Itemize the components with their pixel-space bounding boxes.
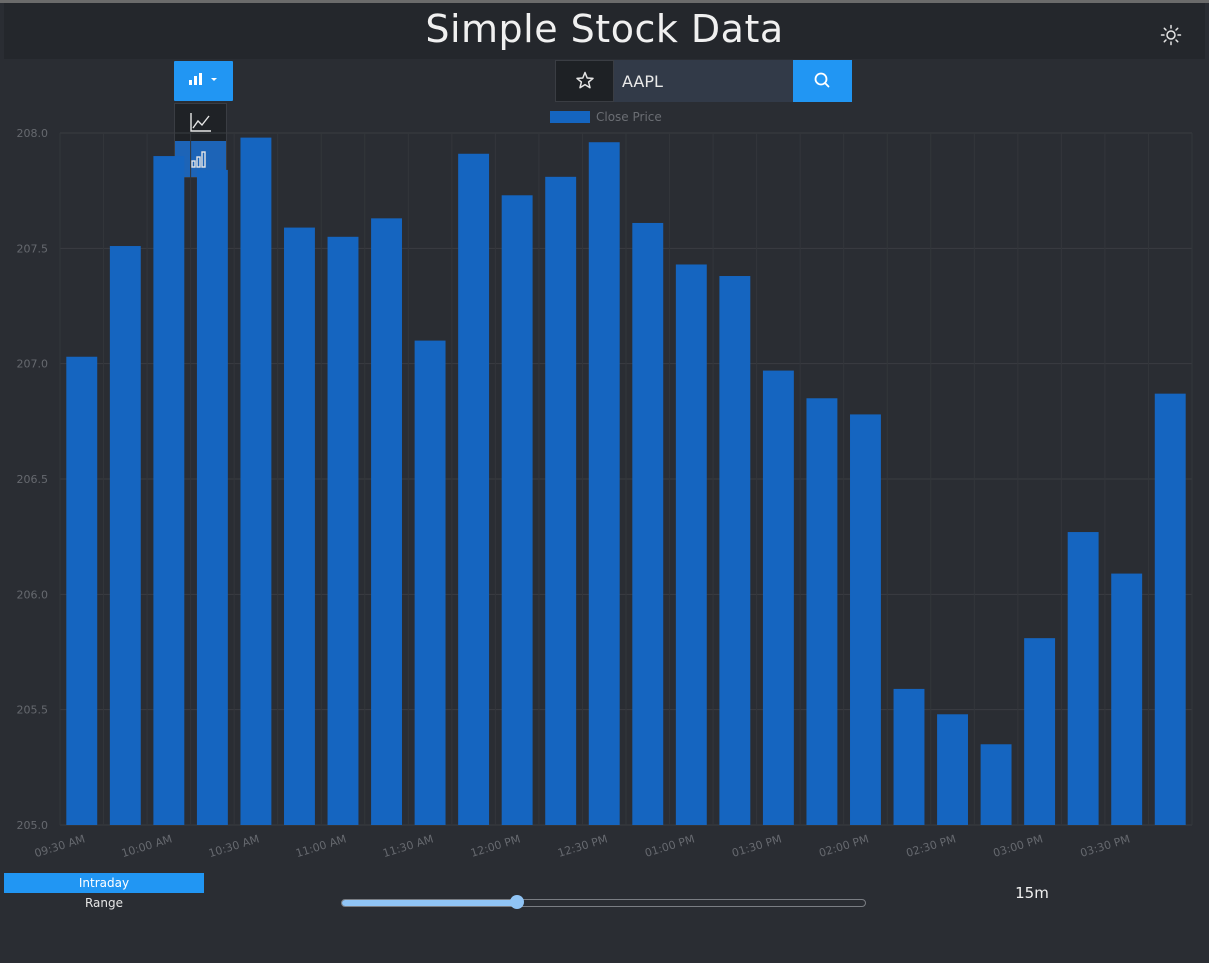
y-tick-label: 208.0 <box>17 127 49 140</box>
chart-type-dropdown-button[interactable] <box>174 61 233 101</box>
x-tick-label: 03:30 PM <box>1079 832 1132 859</box>
chart-bar[interactable] <box>327 236 359 826</box>
chart-bar[interactable] <box>937 714 968 825</box>
app-header: Simple Stock Data <box>4 3 1205 59</box>
chart-bar[interactable] <box>109 246 141 825</box>
favorite-button[interactable] <box>555 60 614 102</box>
chart-bar[interactable] <box>719 276 751 826</box>
x-tick-label: 10:00 AM <box>120 832 174 860</box>
caret-down-icon <box>211 78 217 81</box>
page-title: Simple Stock Data <box>425 7 784 51</box>
chart-bar[interactable] <box>806 398 838 825</box>
chart-bar[interactable] <box>153 156 185 826</box>
chart-bar[interactable] <box>66 356 98 825</box>
bar-chart-icon <box>191 151 206 168</box>
x-tick-label: 02:30 PM <box>905 832 958 859</box>
interval-slider[interactable] <box>341 894 866 912</box>
chart-bar[interactable] <box>1111 573 1143 825</box>
bar-chart-icon <box>189 73 202 85</box>
tab-intraday[interactable]: Intraday <box>4 873 204 893</box>
slider-track[interactable] <box>341 899 866 907</box>
chart-bars <box>66 137 1186 826</box>
search-button[interactable] <box>793 60 852 102</box>
chart-bar[interactable] <box>588 142 620 825</box>
star-icon <box>576 71 594 89</box>
chart-bar[interactable] <box>196 169 228 825</box>
chart-bar[interactable] <box>501 195 533 825</box>
x-tick-label: 01:30 PM <box>730 832 783 859</box>
slider-thumb[interactable] <box>510 895 525 909</box>
chart-bar[interactable] <box>850 414 881 825</box>
chart-bar[interactable] <box>675 264 707 826</box>
y-tick-label: 206.0 <box>17 588 49 601</box>
x-tick-label: 12:30 PM <box>556 832 609 859</box>
search-bar <box>555 60 852 102</box>
interval-label: 15m <box>1015 884 1049 902</box>
line-chart-option[interactable] <box>175 104 226 140</box>
y-tick-label: 207.0 <box>17 358 49 371</box>
x-tick-label: 10:30 AM <box>207 832 261 860</box>
x-tick-label: 11:30 AM <box>381 832 435 860</box>
x-tick-label: 09:30 AM <box>33 832 87 860</box>
chart-bar[interactable] <box>545 176 577 825</box>
y-axis-ticks: 205.0 205.5 206.0 206.5 207.0 207.5 208.0 <box>17 127 49 832</box>
chart-bar[interactable] <box>893 688 925 825</box>
chart-legend: Close Price <box>550 110 662 124</box>
chart-grid <box>59 132 1193 826</box>
chart-bar[interactable] <box>458 153 490 825</box>
y-tick-label: 207.5 <box>17 242 49 255</box>
symbol-search-input[interactable] <box>614 60 793 102</box>
tab-range[interactable]: Range <box>84 896 124 910</box>
chart-bar[interactable] <box>632 222 664 825</box>
x-tick-label: 11:00 AM <box>294 832 348 860</box>
chart-bar[interactable] <box>414 340 446 825</box>
stock-bar-chart: 205.0 205.5 206.0 206.5 207.0 207.5 208.0 09:3… <box>17 110 1193 860</box>
chart-bar[interactable] <box>1024 638 1056 825</box>
chart-bar[interactable] <box>1154 393 1186 825</box>
search-icon <box>814 72 830 88</box>
chart-bar[interactable] <box>284 227 315 825</box>
line-chart-icon <box>190 113 211 132</box>
legend-swatch[interactable] <box>550 111 590 123</box>
x-axis-ticks: 09:30 AM 10:00 AM 10:30 AM 11:00 AM 11:30 AM… <box>33 832 1132 860</box>
x-tick-label: 12:00 PM <box>469 832 522 859</box>
y-tick-label: 206.5 <box>17 473 49 486</box>
slider-fill <box>342 900 518 906</box>
chart-bar[interactable] <box>980 744 1012 825</box>
y-tick-label: 205.0 <box>17 819 49 832</box>
chart-bar[interactable] <box>371 218 402 825</box>
x-tick-label: 03:00 PM <box>992 832 1045 859</box>
range-tabs: Intraday Range <box>4 873 204 913</box>
x-tick-label: 01:00 PM <box>643 832 696 859</box>
legend-label[interactable]: Close Price <box>596 110 662 124</box>
y-tick-label: 205.5 <box>17 704 49 717</box>
chart-bar[interactable] <box>1067 532 1099 825</box>
chart-bar[interactable] <box>762 370 794 825</box>
chart-bar[interactable] <box>240 137 272 825</box>
x-tick-label: 02:00 PM <box>817 832 870 859</box>
sun-icon[interactable] <box>1159 23 1183 47</box>
